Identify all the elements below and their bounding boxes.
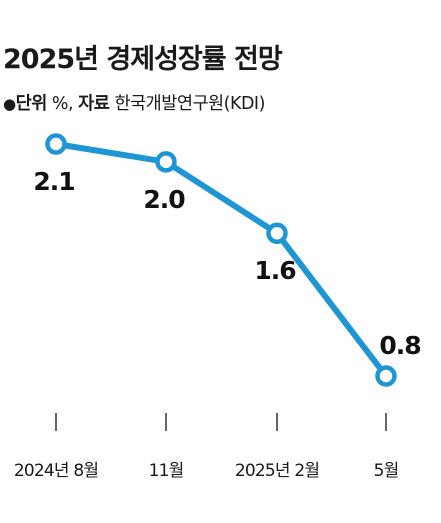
source-key: 자료 — [78, 94, 110, 114]
data-value-label: 2.1 — [33, 167, 74, 196]
data-labels-group: 2.1 2.0 1.6 0.8 — [33, 167, 421, 360]
unit-key: 단위 — [15, 94, 48, 114]
meta-separator: , — [68, 94, 74, 114]
x-tick-label: 2025년 2월 — [235, 461, 319, 481]
x-tick-label: 5월 — [374, 461, 399, 481]
source-value: 한국개발연구원(KDI) — [114, 94, 265, 114]
data-point-marker — [266, 222, 288, 244]
data-value-label: 0.8 — [379, 331, 420, 360]
data-point-marker — [45, 133, 67, 155]
x-tick-label: 11월 — [149, 461, 184, 481]
data-value-label: 2.0 — [143, 185, 185, 214]
data-value-label: 1.6 — [254, 256, 296, 285]
ticks-group — [55, 413, 387, 431]
data-point-marker — [375, 365, 397, 387]
tick-labels-group: 2024년 8월 11월 2025년 2월 5월 — [14, 461, 399, 481]
unit-value: % — [51, 94, 69, 114]
chart-title: 2025년 경제성장률 전망 — [3, 44, 283, 75]
data-point-marker — [155, 151, 177, 173]
chart-meta: ●단위 %, 자료 한국개발연구원(KDI) — [3, 90, 265, 115]
x-tick-label: 2024년 8월 — [14, 461, 98, 481]
markers-group — [45, 133, 397, 387]
series-line — [53, 141, 389, 379]
bullet-icon: ● — [3, 95, 16, 113]
